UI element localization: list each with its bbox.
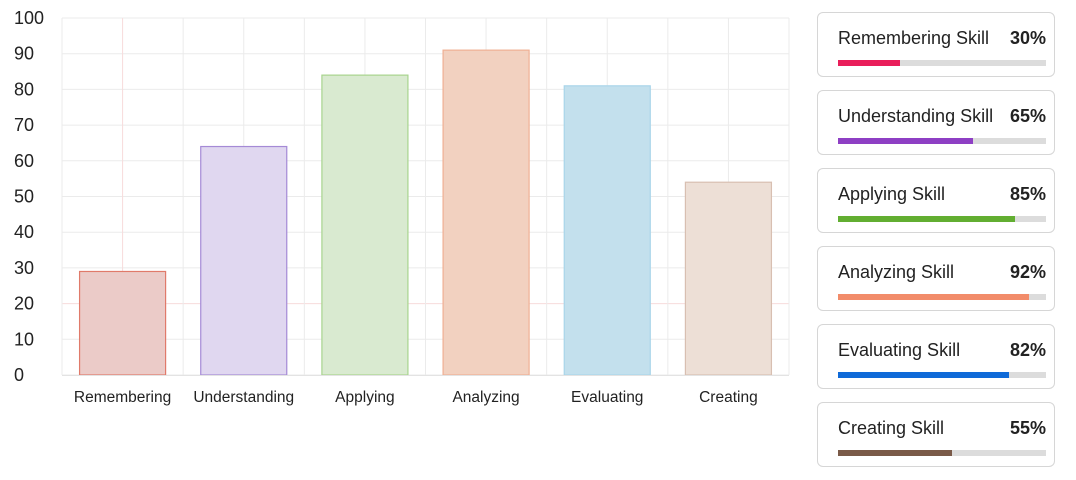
skill-card: Analyzing Skill 92% (817, 246, 1055, 311)
skill-card: Remembering Skill 30% (817, 12, 1055, 77)
skill-percent: 92% (1009, 262, 1046, 282)
skill-label: Analyzing Skill (838, 262, 955, 282)
y-tick-label: 50 (14, 187, 34, 207)
skill-percent: 55% (1009, 418, 1046, 438)
x-tick-label: Remembering (74, 389, 171, 406)
y-tick-label: 70 (14, 115, 34, 135)
skill-progress-fill (838, 372, 1009, 378)
skill-progress-track (838, 372, 1046, 378)
skill-progress-fill (838, 216, 1015, 222)
skill-progress-track (838, 60, 1046, 66)
skill-progress-track (838, 216, 1046, 222)
x-tick-label: Analyzing (452, 389, 519, 406)
y-tick-label: 100 (14, 8, 44, 28)
skill-progress-fill (838, 294, 1030, 300)
skill-progress-fill (838, 138, 974, 144)
y-tick-label: 10 (14, 329, 34, 349)
skill-progress-fill (838, 60, 901, 66)
skill-card: Evaluating Skill 82% (817, 324, 1055, 389)
skill-label: Remembering Skill (838, 28, 990, 48)
x-tick-label: Creating (699, 389, 758, 406)
x-tick-label: Understanding (193, 389, 294, 406)
skill-label: Understanding Skill (838, 106, 994, 126)
bar-evaluating (563, 85, 651, 376)
skill-progress-fill (838, 450, 953, 456)
skill-card: Understanding Skill 65% (817, 90, 1055, 155)
skill-progress-track (838, 450, 1046, 456)
skill-label: Creating Skill (838, 418, 945, 438)
skill-cards: Remembering Skill 30% Understanding Skill 6… (817, 12, 1055, 480)
skill-label: Evaluating Skill (838, 340, 961, 360)
y-tick-label: 40 (14, 222, 34, 242)
x-tick-label: Evaluating (571, 389, 643, 406)
bar-understanding (200, 145, 288, 376)
bar-applying (321, 74, 409, 376)
bar-remembering (78, 270, 167, 376)
bar-creating (684, 181, 773, 376)
skill-percent: 30% (1009, 28, 1046, 48)
y-tick-label: 80 (14, 79, 34, 99)
skill-card: Creating Skill 55% (817, 402, 1055, 467)
y-tick-label: 20 (14, 294, 34, 314)
bar-chart: 0 10 20 30 40 50 60 70 80 90 100 Remembering Underst… (14, 8, 790, 406)
skill-percent: 65% (1009, 106, 1046, 126)
skill-progress-track (838, 138, 1046, 144)
skill-percent: 85% (1009, 184, 1046, 204)
skill-card: Applying Skill 85% (817, 168, 1055, 233)
y-tick-label: 0 (14, 365, 24, 385)
bar-analyzing (442, 49, 530, 376)
x-tick-label: Applying (335, 389, 394, 406)
y-tick-label: 30 (14, 258, 34, 278)
y-tick-label: 60 (14, 151, 34, 171)
skill-label: Applying Skill (838, 184, 946, 204)
y-tick-label: 90 (14, 44, 34, 64)
skill-progress-track (838, 294, 1046, 300)
skill-percent: 82% (1009, 340, 1046, 360)
